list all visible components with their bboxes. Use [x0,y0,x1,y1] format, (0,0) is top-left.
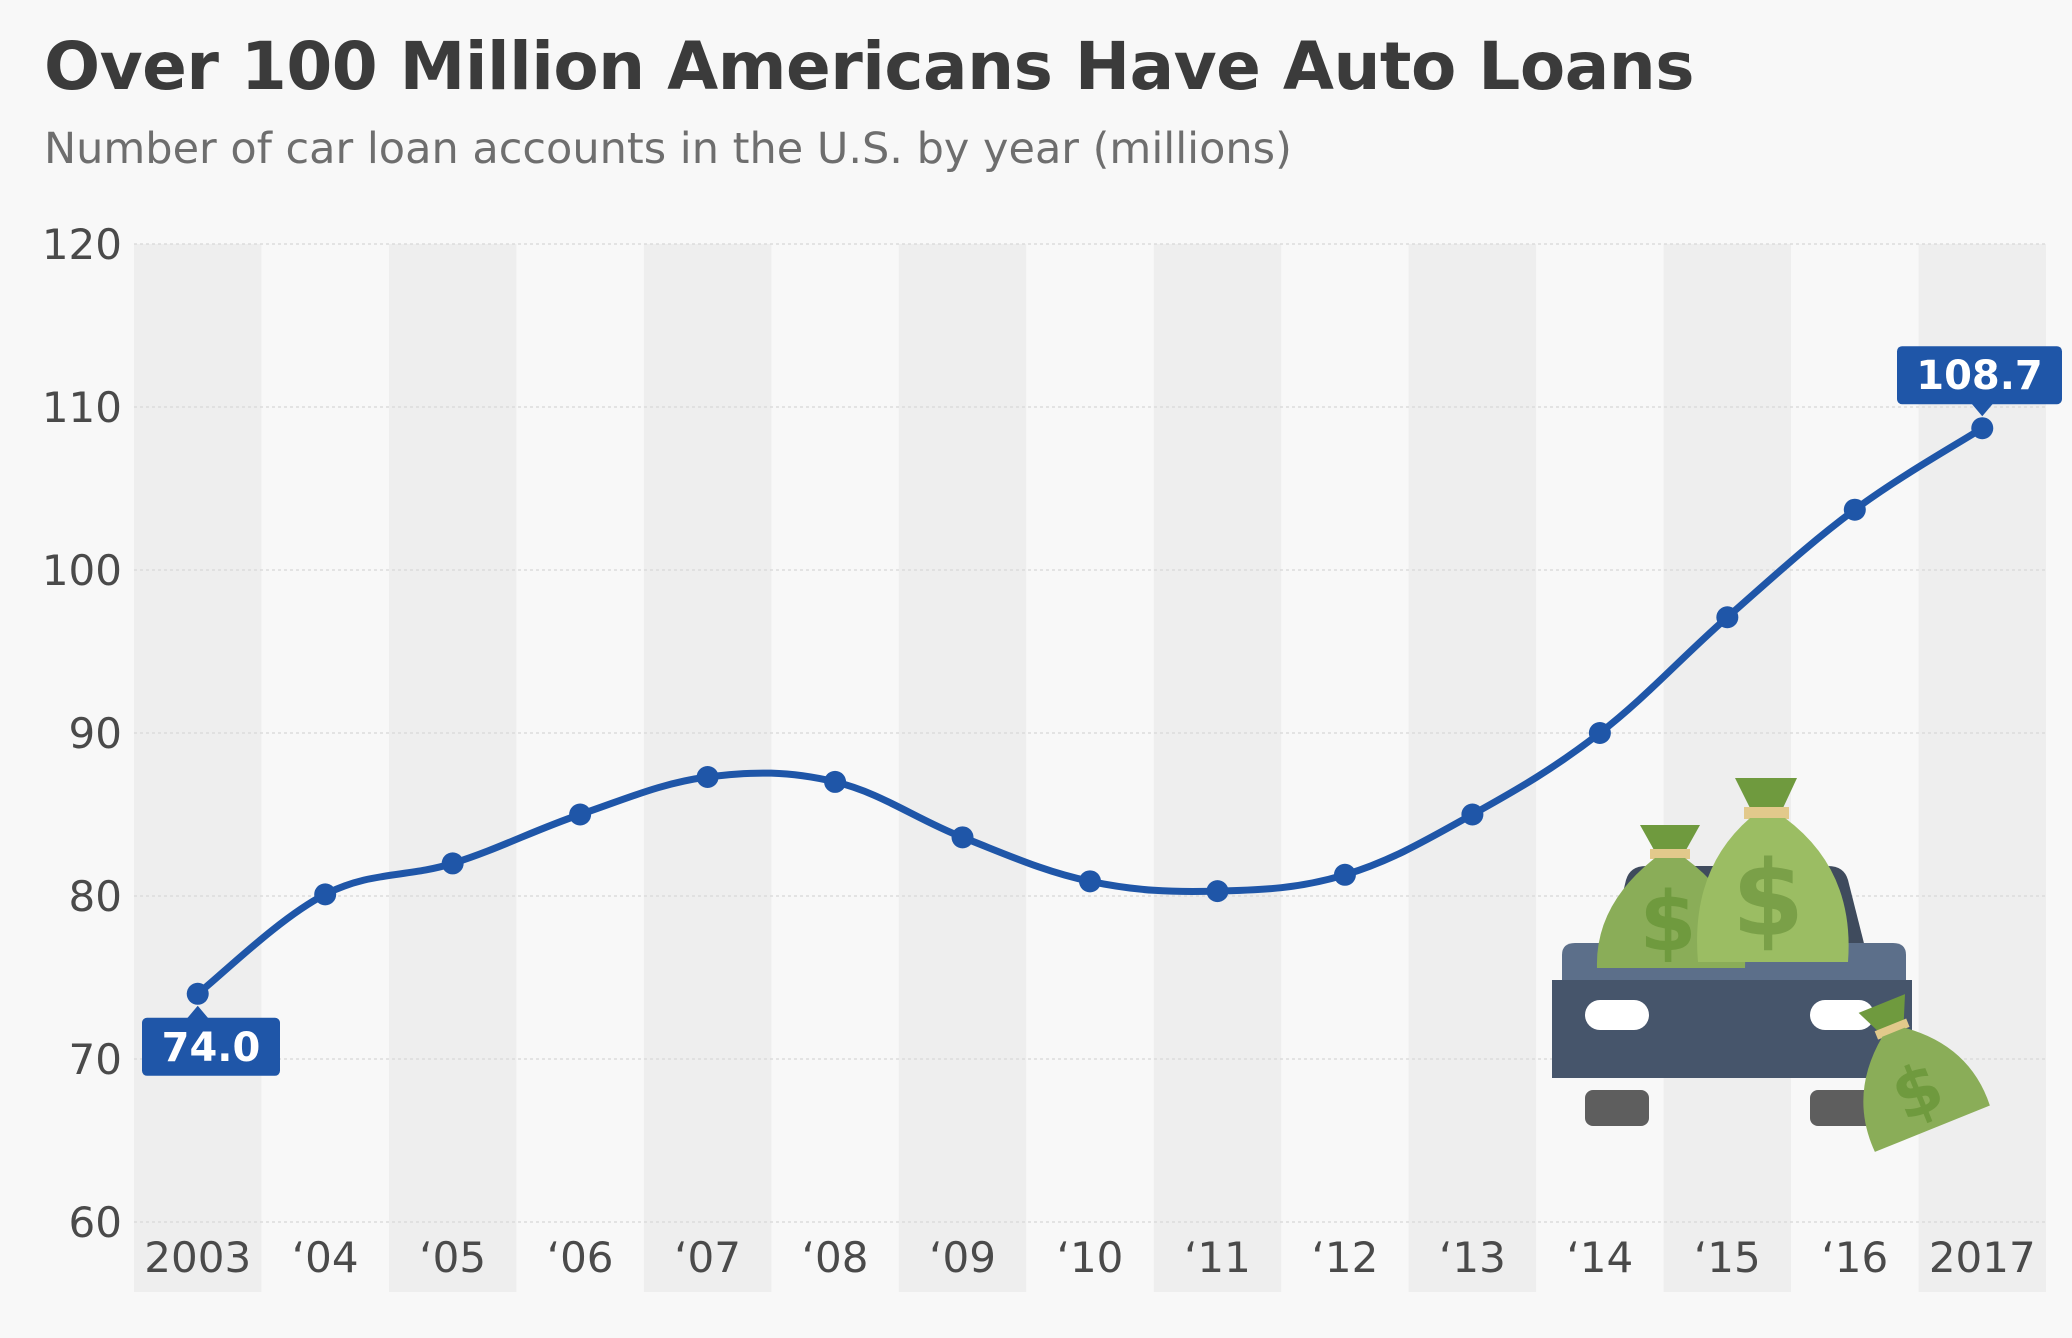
x-tick-label: ‘16 [1821,1233,1888,1282]
data-label-pointer [1971,403,1994,417]
data-point [1206,880,1229,903]
data-label-text: 108.7 [1916,353,2043,399]
data-point [951,826,974,849]
x-tick-label: ‘06 [547,1233,614,1282]
data-point [1333,863,1356,886]
data-points [186,417,1994,1005]
data-point [441,852,464,875]
data-label-bg [1897,346,2062,405]
x-tick-label: ‘15 [1694,1233,1761,1282]
svg-text:$: $ [1639,875,1696,970]
data-label-pointer [186,1005,209,1019]
data-label: 108.7 [1897,346,2062,417]
x-tick-label: 2017 [1929,1233,2036,1282]
column-stripe [898,244,1027,1292]
car-with-money-bags-icon: $ $ $ [1552,778,1990,1152]
data-point [1843,498,1866,521]
y-axis-ticks: 60 70 80 90 100 110 120 [42,220,122,1247]
x-tick-label: ‘08 [802,1233,869,1282]
data-point [696,766,719,789]
column-stripe [1408,244,1537,1292]
data-point [1971,417,1994,440]
x-tick-label: 2003 [144,1233,251,1282]
x-tick-label: ‘12 [1312,1233,1379,1282]
data-point [824,770,847,793]
y-tick-label: 110 [42,383,122,432]
column-stripe [388,244,517,1292]
x-tick-label: ‘05 [419,1233,486,1282]
y-tick-label: 100 [42,546,122,595]
x-tick-label: ‘04 [292,1233,359,1282]
data-point [569,803,592,826]
data-point [1588,722,1611,744]
chart-subtitle: Number of car loan accounts in the U.S. … [44,124,1292,174]
column-stripes [134,244,2046,1292]
svg-text:$: $ [1732,838,1804,960]
x-tick-label: ‘10 [1057,1233,1124,1282]
y-tick-label: 120 [42,220,122,269]
data-label-text: 74.0 [162,1025,261,1071]
column-stripe [1663,244,1792,1292]
data-label: 74.0 [142,1005,280,1076]
data-labels: 74.0 108.7 [142,346,2062,1076]
y-tick-label: 80 [69,872,122,921]
gridlines [134,243,2046,1223]
money-bag-icon: $ [1697,778,1849,962]
y-tick-label: 70 [69,1035,122,1084]
x-tick-label: ‘09 [929,1233,996,1282]
y-tick-label: 90 [69,709,122,758]
data-label-bg [142,1017,280,1076]
money-bag-icon: $ [1858,994,1990,1152]
series-line [194,424,1986,998]
chart-title: Over 100 Million Americans Have Auto Loa… [44,28,1695,105]
data-point [186,982,209,1005]
x-axis-ticks: 2003 ‘04 ‘05 ‘06 ‘07 ‘08 ‘09 ‘10 ‘11 ‘12 ‘13 ‘14 ‘15… [144,1233,2035,1282]
column-stripe [134,244,262,1292]
data-point [1079,870,1101,893]
x-tick-label: ‘13 [1439,1233,1506,1282]
x-tick-label: ‘07 [674,1233,741,1282]
x-tick-label: ‘14 [1566,1233,1633,1282]
x-tick-label: ‘11 [1184,1233,1251,1282]
data-point [1716,606,1739,629]
y-tick-label: 60 [69,1198,122,1247]
column-stripe [1153,244,1282,1292]
data-point [1461,803,1484,826]
data-point [314,883,337,906]
